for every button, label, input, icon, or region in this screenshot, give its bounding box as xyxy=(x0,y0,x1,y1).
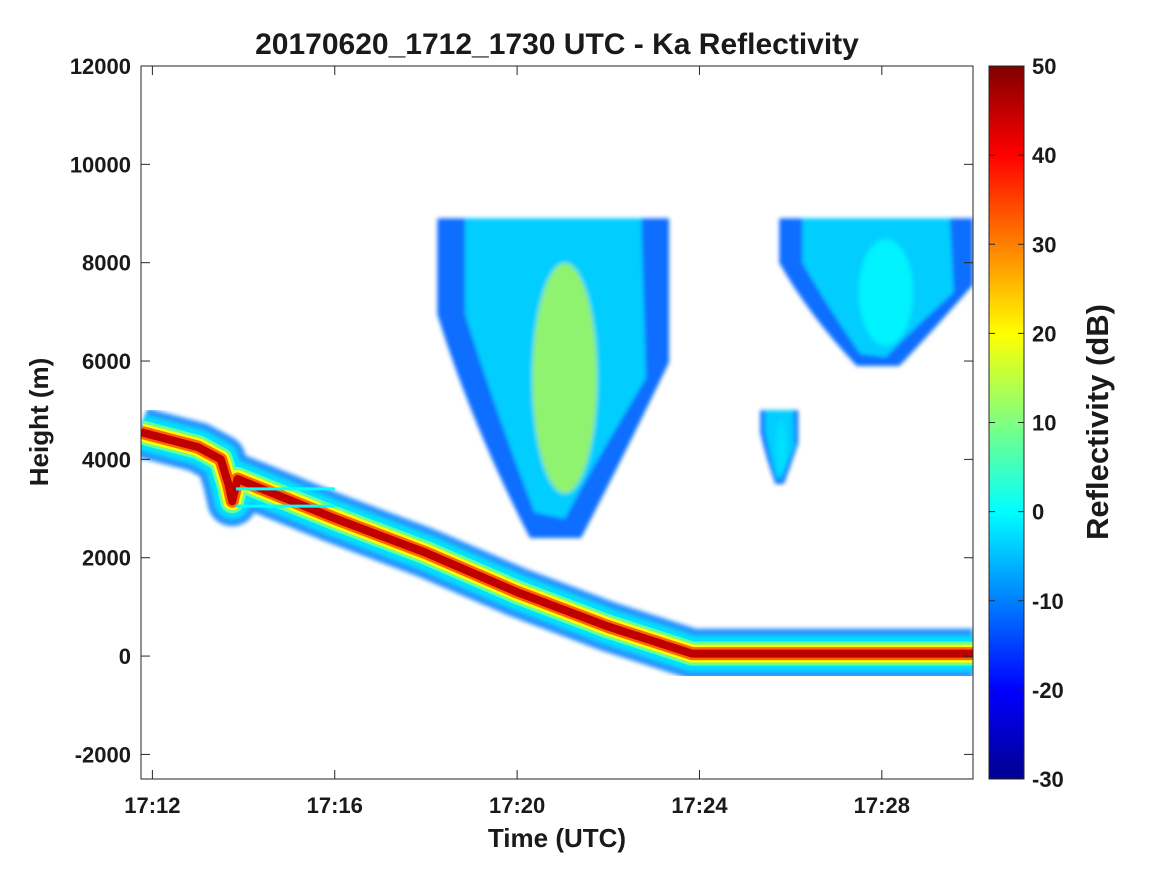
x-tick-label: 17:16 xyxy=(307,793,363,818)
x-tick-label: 17:28 xyxy=(854,793,910,818)
y-tick-label: 12000 xyxy=(70,54,131,79)
x-axis: 17:12 17:16 17:20 17:24 17:28 xyxy=(124,66,910,818)
cloud-core xyxy=(858,239,913,346)
colorbar-tick-label: -20 xyxy=(1032,678,1064,703)
y-tick-label: 4000 xyxy=(82,447,131,472)
cloud-core xyxy=(775,420,787,474)
x-tick-label: 17:20 xyxy=(489,793,545,818)
plot-frame xyxy=(140,65,974,780)
x-tick-label: 17:12 xyxy=(124,793,180,818)
y-tick-label: 8000 xyxy=(82,251,131,276)
colorbar-tick-label: -30 xyxy=(1032,767,1064,792)
chart-title: 20170620_1712_1730 UTC - Ka Reflectivity xyxy=(255,28,859,61)
reflectivity-field xyxy=(141,218,973,679)
cloud-region-3 xyxy=(760,410,799,484)
y-tick-label: 6000 xyxy=(82,349,131,374)
surface-echo-core xyxy=(141,428,973,658)
colorbar-tick-label: 0 xyxy=(1032,500,1044,525)
cloud-region-2 xyxy=(779,218,973,366)
colorbar-tick-label: 40 xyxy=(1032,143,1056,168)
y-axis: -2000 0 2000 4000 6000 8000 10000 12000 xyxy=(70,54,973,767)
colorbar-tick-label: 20 xyxy=(1032,321,1056,346)
colorbar-tick-label: 10 xyxy=(1032,411,1056,436)
y-tick-label: 0 xyxy=(119,644,131,669)
colorbar-label: Reflectivity (dB) xyxy=(1080,304,1115,540)
cloud-region-1 xyxy=(437,218,670,539)
y-tick-label: 10000 xyxy=(70,152,131,177)
colorbar-tick-label: 30 xyxy=(1032,232,1056,257)
colorbar-ticks: -30 -20 -10 0 10 20 30 40 50 xyxy=(989,54,1064,792)
x-tick-label: 17:24 xyxy=(671,793,728,818)
colorbar-tick-label: -10 xyxy=(1032,589,1064,614)
y-tick-label: 2000 xyxy=(82,546,131,571)
x-axis-label: Time (UTC) xyxy=(488,823,626,853)
colorbar-tick-label: 50 xyxy=(1032,54,1056,79)
cloud-core xyxy=(532,263,598,494)
y-axis-label: Height (m) xyxy=(24,358,54,487)
y-tick-label: -2000 xyxy=(75,742,131,767)
